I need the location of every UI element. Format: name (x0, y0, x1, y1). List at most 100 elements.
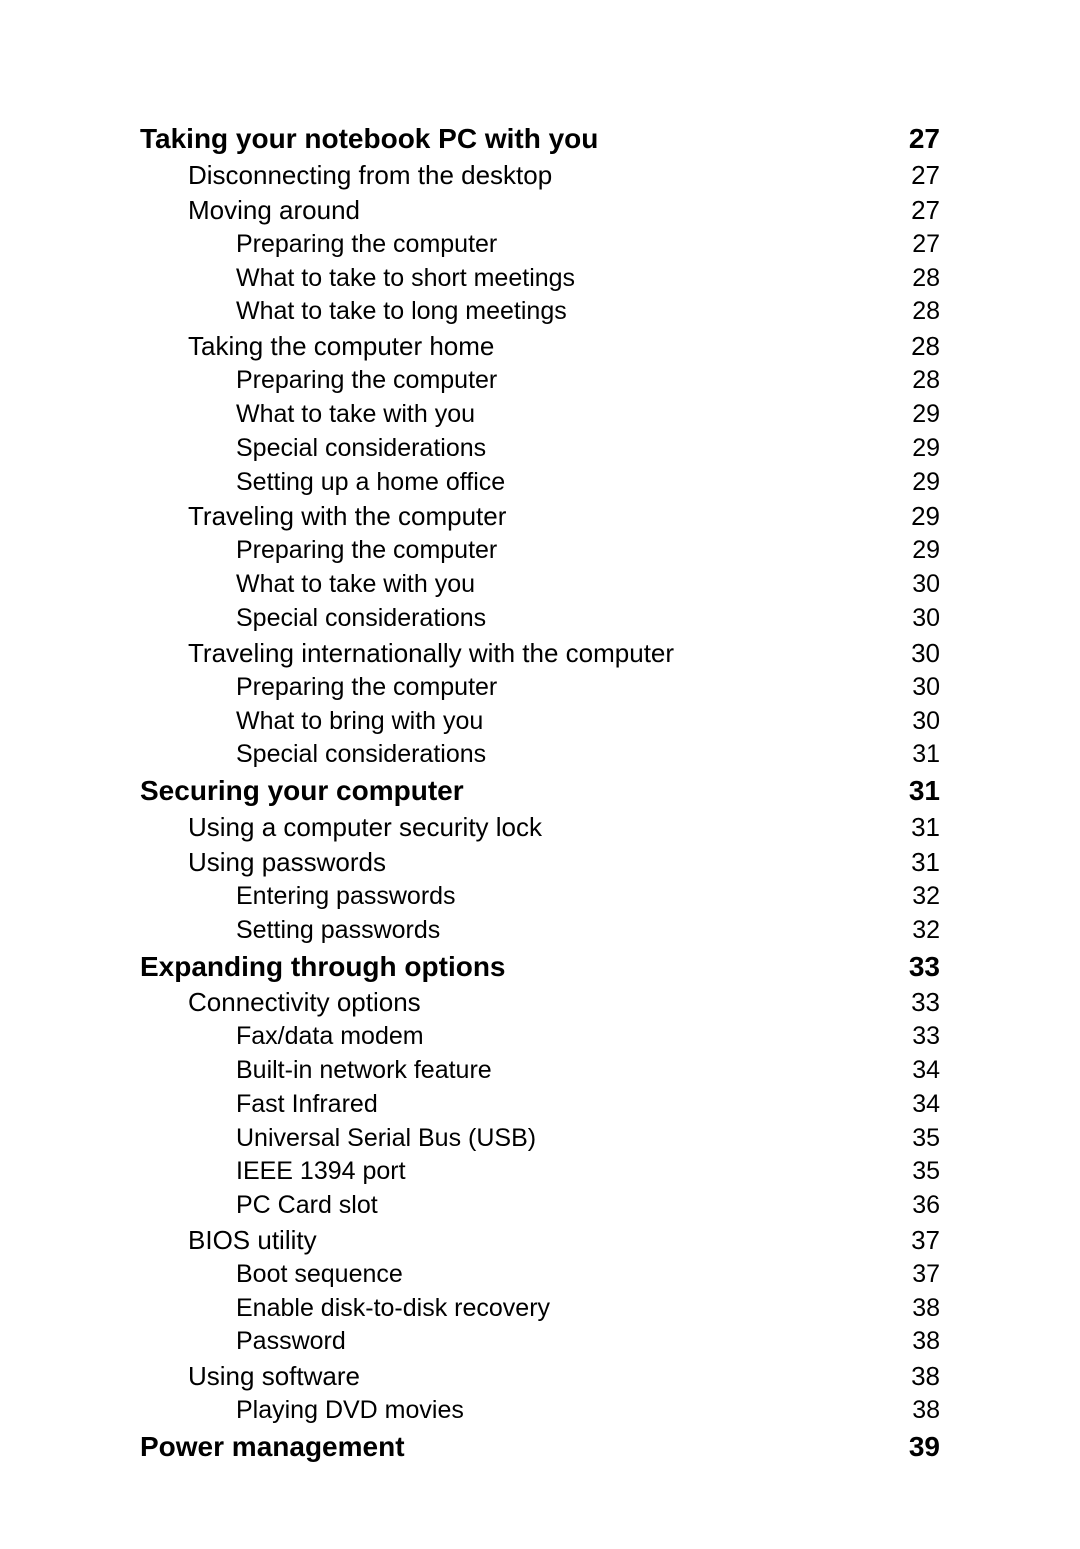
toc-entries-container: Taking your notebook PC with you27Discon… (140, 120, 940, 1466)
toc-entry: Setting up a home office29 (140, 466, 940, 500)
toc-entry-page: 38 (908, 1394, 940, 1428)
toc-entry-page: 30 (907, 636, 940, 671)
toc-entry-title: Traveling with the computer (188, 499, 907, 534)
toc-entry-title: What to take to long meetings (236, 295, 908, 329)
toc-entry-title: Disconnecting from the desktop (188, 158, 907, 193)
toc-entry-page: 28 (908, 364, 940, 398)
toc-entry: Moving around27 (140, 193, 940, 228)
toc-entry-page: 39 (905, 1428, 940, 1466)
toc-entry: Expanding through options33 (140, 948, 940, 986)
toc-entry: Disconnecting from the desktop27 (140, 158, 940, 193)
toc-entry: Fast Infrared34 (140, 1088, 940, 1122)
toc-entry-title: Playing DVD movies (236, 1394, 908, 1428)
toc-entry-page: 27 (905, 120, 940, 158)
toc-entry-page: 33 (908, 1020, 940, 1054)
toc-entry-title: IEEE 1394 port (236, 1155, 908, 1189)
toc-entry-page: 31 (907, 845, 940, 880)
toc-entry-title: What to take with you (236, 398, 908, 432)
toc-entry: Securing your computer31 (140, 772, 940, 810)
toc-entry: Traveling internationally with the compu… (140, 636, 940, 671)
toc-entry: Connectivity options33 (140, 985, 940, 1020)
toc-entry: Password38 (140, 1325, 940, 1359)
toc-entry-title: Special considerations (236, 738, 908, 772)
toc-entry-page: 34 (908, 1054, 940, 1088)
toc-entry-title: What to take with you (236, 568, 908, 602)
toc-entry: What to bring with you30 (140, 705, 940, 739)
toc-entry: What to take with you30 (140, 568, 940, 602)
toc-entry-title: Preparing the computer (236, 534, 908, 568)
toc-entry-page: 29 (908, 534, 940, 568)
toc-entry: What to take to short meetings28 (140, 262, 940, 296)
toc-entry: Built-in network feature34 (140, 1054, 940, 1088)
toc-entry-title: Taking your notebook PC with you (140, 120, 905, 158)
toc-entry-page: 32 (908, 914, 940, 948)
toc-entry-title: BIOS utility (188, 1223, 907, 1258)
toc-entry-page: 38 (908, 1325, 940, 1359)
toc-entry: Preparing the computer29 (140, 534, 940, 568)
toc-entry: Special considerations29 (140, 432, 940, 466)
toc-entry-title: Special considerations (236, 432, 908, 466)
toc-entry: Using a computer security lock31 (140, 810, 940, 845)
toc-entry-title: Built-in network feature (236, 1054, 908, 1088)
toc-entry-title: Password (236, 1325, 908, 1359)
toc-entry-page: 28 (907, 329, 940, 364)
toc-entry: Preparing the computer28 (140, 364, 940, 398)
toc-entry-page: 28 (908, 262, 940, 296)
toc-entry-title: Expanding through options (140, 948, 905, 986)
toc-entry-page: 29 (908, 432, 940, 466)
toc-entry-title: Preparing the computer (236, 364, 908, 398)
toc-entry-title: Moving around (188, 193, 907, 228)
toc-entry: Universal Serial Bus (USB)35 (140, 1122, 940, 1156)
toc-entry-page: 34 (908, 1088, 940, 1122)
toc-entry: Fax/data modem33 (140, 1020, 940, 1054)
toc-entry-page: 30 (908, 602, 940, 636)
toc-entry-page: 27 (907, 193, 940, 228)
toc-entry-page: 29 (908, 398, 940, 432)
toc-entry: Special considerations30 (140, 602, 940, 636)
toc-entry-title: Universal Serial Bus (USB) (236, 1122, 908, 1156)
toc-entry: Taking your notebook PC with you27 (140, 120, 940, 158)
toc-entry-page: 37 (907, 1223, 940, 1258)
toc-entry-page: 33 (907, 985, 940, 1020)
toc-entry-title: Using a computer security lock (188, 810, 907, 845)
toc-entry-title: PC Card slot (236, 1189, 908, 1223)
toc-entry-page: 38 (907, 1359, 940, 1394)
toc-entry-title: What to bring with you (236, 705, 908, 739)
toc-entry-title: Setting up a home office (236, 466, 908, 500)
toc-entry-title: Fax/data modem (236, 1020, 908, 1054)
toc-entry: Entering passwords32 (140, 880, 940, 914)
toc-entry: IEEE 1394 port35 (140, 1155, 940, 1189)
toc-entry-page: 30 (908, 568, 940, 602)
toc-entry-page: 30 (908, 705, 940, 739)
toc-entry-title: Power management (140, 1428, 905, 1466)
toc-entry: Special considerations31 (140, 738, 940, 772)
toc-entry-title: Boot sequence (236, 1258, 908, 1292)
toc-entry-title: Using passwords (188, 845, 907, 880)
toc-entry: Taking the computer home28 (140, 329, 940, 364)
toc-entry: Power management39 (140, 1428, 940, 1466)
toc-entry-page: 28 (908, 295, 940, 329)
toc-entry: Preparing the computer30 (140, 671, 940, 705)
toc-entry-title: Traveling internationally with the compu… (188, 636, 674, 671)
toc-entry-page: 27 (907, 158, 940, 193)
toc-entry-page: 30 (908, 671, 940, 705)
toc-entry: Traveling with the computer29 (140, 499, 940, 534)
toc-entry: BIOS utility37 (140, 1223, 940, 1258)
toc-entry-page: 31 (907, 810, 940, 845)
toc-entry-page: 27 (908, 228, 940, 262)
toc-entry-title: Connectivity options (188, 985, 907, 1020)
toc-entry-title: Setting passwords (236, 914, 908, 948)
toc-entry-title: Securing your computer (140, 772, 905, 810)
toc-entry-page: 29 (908, 466, 940, 500)
toc-entry: Setting passwords32 (140, 914, 940, 948)
toc-entry-title: Preparing the computer (236, 228, 908, 262)
toc-entry-page: 31 (905, 772, 940, 810)
toc-entry: What to take to long meetings28 (140, 295, 940, 329)
toc-entry: Using passwords31 (140, 845, 940, 880)
toc-entry-title: Entering passwords (236, 880, 908, 914)
toc-entry-page: 37 (908, 1258, 940, 1292)
toc-entry: What to take with you29 (140, 398, 940, 432)
toc-entry-page: 31 (908, 738, 940, 772)
toc-entry-page: 38 (908, 1292, 940, 1326)
toc-entry: Preparing the computer27 (140, 228, 940, 262)
